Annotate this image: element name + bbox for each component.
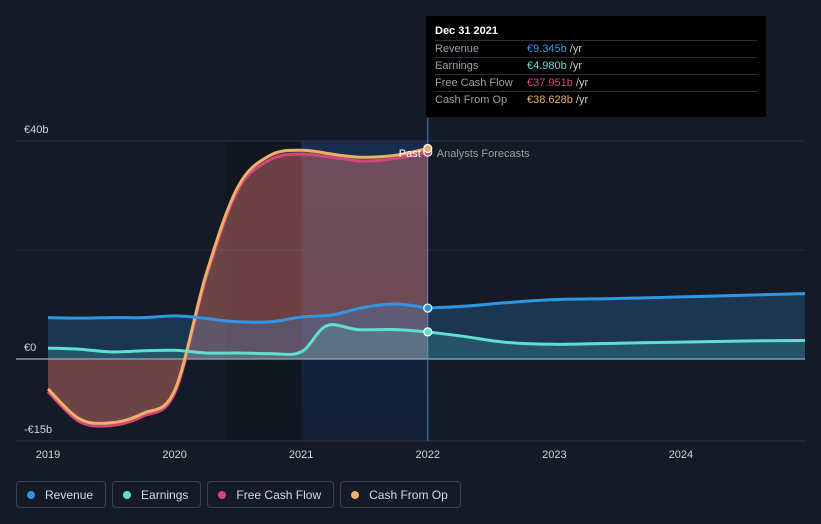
past-region — [301, 141, 428, 441]
cash-from-op-line — [46, 147, 429, 425]
earnings-line — [47, 323, 428, 356]
free-cash-flow-area — [48, 152, 428, 427]
legend-label: Revenue — [45, 487, 94, 502]
tooltip-value: €4.980b — [527, 60, 567, 72]
x-tick-label-5: 2024 — [669, 449, 693, 461]
tooltip-row-cash-from-op: Cash From Op €38.628b /yr — [435, 92, 757, 109]
revenue-forecast-line — [427, 292, 806, 310]
legend-dot-icon — [27, 490, 35, 499]
x-tick-label-3: 2022 — [416, 449, 440, 461]
legend-item-revenue[interactable]: Revenue — [16, 481, 107, 508]
legend-dot-icon — [123, 490, 132, 499]
revenue-line — [47, 302, 429, 324]
legend-item-cash-from-op[interactable]: Cash From Op — [340, 481, 461, 508]
tooltip-row-free-cash-flow: Free Cash Flow €37.951b /yr — [435, 75, 757, 92]
tooltip-value: €38.628b — [527, 94, 573, 106]
tooltip-value: €9.345b — [527, 43, 567, 55]
financials-chart: €40b €0 -€15b 2019 2020 2021 2022 2023 2024 Past A… — [16, 118, 806, 461]
tooltip-label: Free Cash Flow — [435, 77, 513, 89]
earnings-marker — [423, 327, 433, 337]
legend-label: Earnings — [141, 487, 189, 502]
tooltip-unit: /yr — [569, 60, 582, 72]
y-tick-label-0: €40b — [24, 124, 48, 136]
tooltip-label: Revenue — [435, 43, 480, 55]
tooltip-unit: /yr — [575, 77, 589, 89]
tooltip-date: Dec 31 2021 — [435, 24, 757, 41]
cash-from-op-area — [48, 148, 428, 424]
x-tick-label-4: 2023 — [542, 449, 566, 461]
y-tick-label-2: -€15b — [24, 424, 52, 436]
past-label: Past — [399, 148, 421, 160]
revenue-marker — [423, 303, 433, 313]
tooltip-row-earnings: Earnings €4.980b /yr — [435, 58, 757, 75]
legend-dot-icon — [351, 490, 360, 499]
y-tick-label-1: €0 — [24, 342, 36, 354]
x-tick-label-1: 2020 — [162, 449, 186, 461]
cash-from-op-marker — [423, 143, 433, 154]
legend-dot-icon — [218, 490, 227, 499]
legend-label: Free Cash Flow — [236, 487, 322, 502]
legend-label: Cash From Op — [369, 487, 448, 502]
forecast-label: Analysts Forecasts — [437, 148, 530, 160]
legend-item-free-cash-flow[interactable]: Free Cash Flow — [207, 481, 335, 508]
tooltip-unit: /yr — [575, 94, 589, 106]
tooltip-label: Earnings — [435, 60, 479, 72]
earnings-forecast-line — [427, 330, 806, 346]
tooltip-label: Cash From Op — [435, 94, 508, 106]
tooltip-value: €37.951b — [527, 77, 573, 89]
legend-item-earnings[interactable]: Earnings — [112, 481, 202, 508]
chart-legend: Revenue Earnings Free Cash Flow Cash Fro… — [16, 481, 461, 508]
x-tick-label-2: 2021 — [289, 449, 313, 461]
tooltip-unit: /yr — [569, 43, 582, 55]
data-tooltip: Dec 31 2021 Revenue €9.345b /yr Earnings… — [426, 16, 766, 117]
tooltip-row-revenue: Revenue €9.345b /yr — [435, 41, 757, 58]
earnings-area — [48, 324, 805, 359]
x-tick-label-0: 2019 — [36, 449, 60, 461]
